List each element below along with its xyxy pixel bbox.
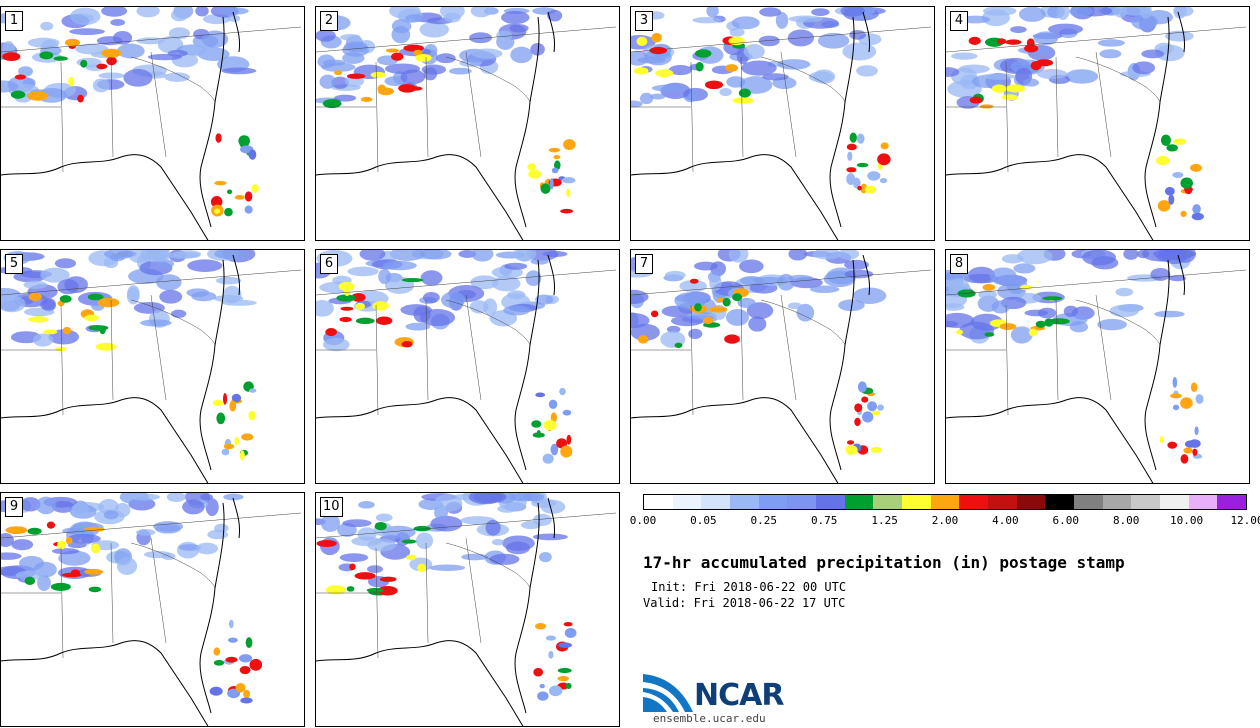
- colorbar-tick-labels: 0.00 0.05 0.25 0.75 1.25 2.00 4.00 6.00 8.00 10.0…: [630, 514, 1260, 530]
- panel-number: 2: [320, 11, 338, 31]
- precip-colorbar: [643, 494, 1247, 510]
- map-canvas: [316, 250, 617, 483]
- coastline: [1, 254, 240, 483]
- colorbar-swatch: [816, 495, 845, 509]
- colorbar-tick-label: 4.00: [992, 514, 1019, 527]
- colorbar-swatch: [701, 495, 731, 509]
- colorbar-swatch: [1217, 495, 1247, 509]
- coastline: [946, 254, 1185, 483]
- colorbar-tick-label: 12.00: [1230, 514, 1260, 527]
- colorbar-tick-label: 0.00: [629, 514, 657, 527]
- map-panel-10: 10: [315, 492, 620, 727]
- colorbar-swatch: [902, 495, 931, 509]
- state-borders: [946, 269, 1247, 416]
- map-canvas: [946, 250, 1247, 483]
- map-panel-3: 3: [630, 6, 935, 241]
- map-canvas: [316, 493, 617, 726]
- panel-number: 9: [5, 497, 23, 517]
- panel-number: 6: [320, 254, 338, 274]
- colorbar-swatch: [988, 495, 1017, 509]
- colorbar-tick-label: 10.00: [1170, 514, 1204, 527]
- colorbar-swatch: [758, 495, 788, 509]
- coastline: [316, 254, 555, 483]
- panel-number: 8: [950, 254, 968, 274]
- coastline: [946, 11, 1185, 240]
- colorbar-swatch: [1074, 495, 1103, 509]
- state-borders: [1, 26, 302, 173]
- colorbar-tick-label: 1.25: [871, 514, 898, 527]
- colorbar-swatch: [844, 495, 874, 509]
- state-borders: [316, 26, 617, 173]
- map-canvas: [631, 250, 932, 483]
- map-panel-4: 4: [945, 6, 1250, 241]
- colorbar-swatch: [1131, 495, 1161, 509]
- colorbar-swatch: [1102, 495, 1132, 509]
- state-borders: [631, 26, 932, 173]
- colorbar-tick-label: 6.00: [1052, 514, 1080, 527]
- colorbar-swatch: [1016, 495, 1046, 509]
- map-panel-6: 6: [315, 249, 620, 484]
- state-borders: [631, 269, 932, 416]
- panel-number: 7: [635, 254, 653, 274]
- colorbar-swatch: [1188, 495, 1218, 509]
- map-panel-9: 9: [0, 492, 305, 727]
- coastline: [316, 11, 555, 240]
- ensemble-url: ensemble.ucar.edu: [653, 712, 766, 725]
- colorbar-tick-label: 8.00: [1112, 514, 1140, 527]
- colorbar-swatch: [672, 495, 702, 509]
- colorbar-swatch: [1160, 495, 1189, 509]
- coastline: [631, 11, 870, 240]
- panel-number: 1: [5, 11, 23, 31]
- colorbar-tick-label: 2.00: [931, 514, 959, 527]
- colorbar-swatch: [1045, 495, 1075, 509]
- colorbar-swatch: [959, 495, 989, 509]
- colorbar-swatch: [930, 495, 960, 509]
- panel-number: 10: [320, 497, 343, 517]
- coastline: [1, 497, 240, 726]
- map-canvas: [1, 250, 302, 483]
- colorbar-swatch: [787, 495, 817, 509]
- colorbar-tick-label: 0.75: [810, 514, 838, 527]
- state-borders: [1, 512, 302, 659]
- panel-number: 5: [5, 254, 23, 274]
- map-panel-7: 7: [630, 249, 935, 484]
- ncar-logo-icon: [643, 674, 693, 712]
- coastline: [316, 497, 555, 726]
- state-borders: [316, 512, 617, 659]
- ncar-wordmark: NCAR: [694, 678, 784, 713]
- state-borders: [316, 269, 617, 416]
- map-panel-1: 1: [0, 6, 305, 241]
- colorbar-swatch: [730, 495, 759, 509]
- panel-number: 4: [950, 11, 968, 31]
- map-panel-2: 2: [315, 6, 620, 241]
- map-canvas: [316, 7, 617, 240]
- state-borders: [1, 269, 302, 416]
- colorbar-tick-label: 0.25: [750, 514, 778, 527]
- coastline: [1, 11, 240, 240]
- map-canvas: [946, 7, 1247, 240]
- plot-title: 17-hr accumulated precipitation (in) pos…: [643, 553, 1125, 572]
- state-borders: [946, 26, 1247, 173]
- valid-time: Valid: Fri 2018-06-22 17 UTC: [643, 596, 846, 610]
- colorbar-swatch: [873, 495, 903, 509]
- coastline: [631, 254, 870, 483]
- colorbar-tick-label: 0.05: [690, 514, 717, 527]
- init-time: Init: Fri 2018-06-22 00 UTC: [651, 580, 847, 594]
- map-canvas: [631, 7, 932, 240]
- map-canvas: [1, 7, 302, 240]
- colorbar-swatch: [644, 495, 673, 509]
- map-panel-8: 8: [945, 249, 1250, 484]
- panel-number: 3: [635, 11, 653, 31]
- map-canvas: [1, 493, 302, 726]
- map-panel-5: 5: [0, 249, 305, 484]
